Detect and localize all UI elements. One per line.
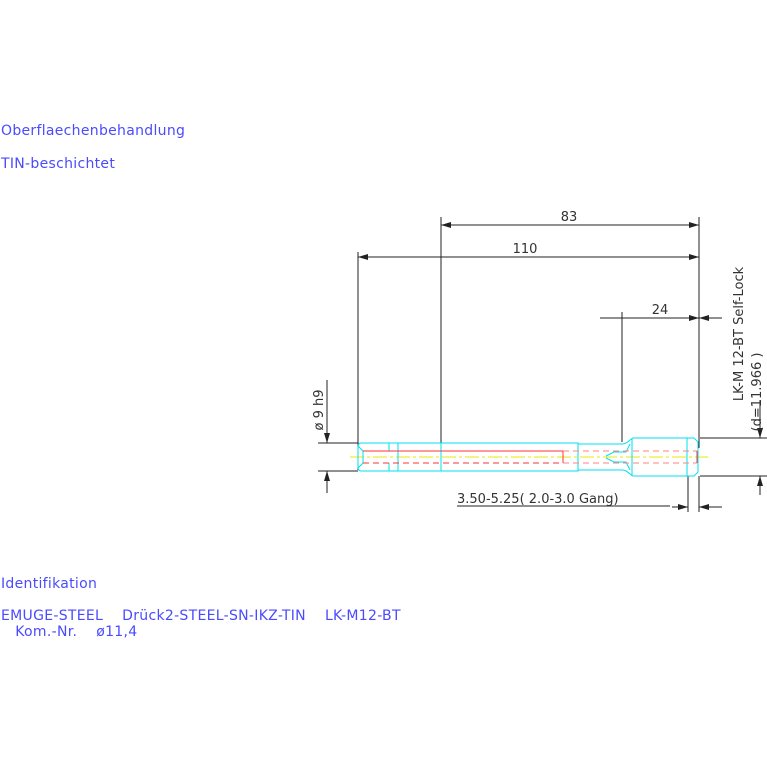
dim-110-label: 110 bbox=[513, 242, 538, 257]
thread-label: LK-M 12-BT Self-Lock bbox=[732, 266, 747, 401]
identification-line-2: Kom.-Nr. ø11,4 bbox=[1, 624, 138, 640]
tool-part bbox=[350, 437, 708, 477]
dim-83-label: 83 bbox=[561, 210, 578, 225]
shank-diameter-label: ø 9 h9 bbox=[312, 390, 327, 431]
chamfer-label: 3.50-5.25( 2.0-3.0 Gang) bbox=[457, 492, 619, 507]
surface-treatment-value: TIN-beschichtet bbox=[1, 156, 116, 172]
identification-line-1: EMUGE-STEEL Drück2-STEEL-SN-IKZ-TIN LK-M… bbox=[1, 608, 401, 624]
identification-heading: Identifikation bbox=[1, 576, 98, 592]
thread-d-label: (d=11.966 ) bbox=[750, 353, 765, 432]
dim-24-label: 24 bbox=[652, 303, 669, 318]
surface-treatment-heading: Oberflaechenbehandlung bbox=[1, 123, 186, 139]
dimension-lines bbox=[318, 217, 767, 512]
